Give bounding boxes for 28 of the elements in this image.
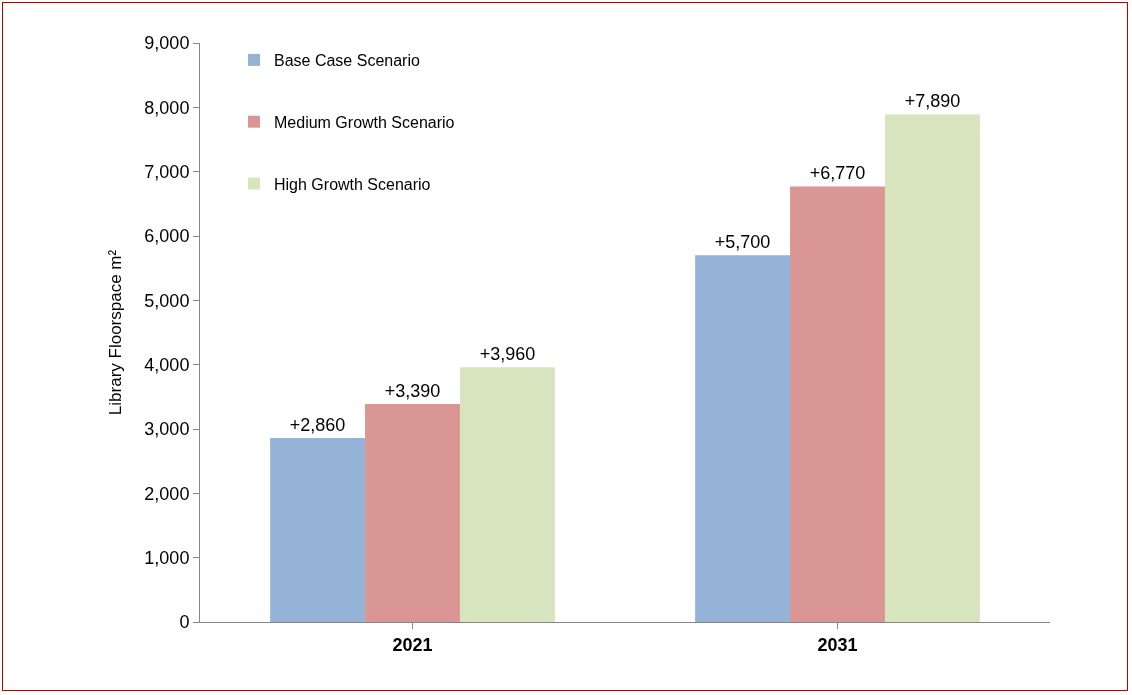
legend-label: Base Case Scenario — [274, 52, 420, 70]
data-label: +6,770 — [809, 163, 866, 184]
y-tick-label: 5,000 — [144, 290, 190, 311]
y-tick-label: 2,000 — [144, 483, 190, 504]
legend-label: Medium Growth Scenario — [274, 113, 455, 131]
y-axis-title: Library Floorspace m² — [105, 249, 125, 416]
bar — [270, 438, 366, 622]
legend-label: High Growth Scenario — [274, 175, 431, 193]
data-label: +3,960 — [479, 344, 536, 365]
data-label: +2,860 — [289, 415, 346, 436]
data-label: +5,700 — [714, 232, 771, 253]
bar — [884, 114, 980, 622]
y-tick-label: 3,000 — [144, 419, 190, 440]
y-tick-label: 8,000 — [144, 97, 190, 118]
y-tick-label: 1,000 — [144, 547, 190, 568]
y-tick-label: 7,000 — [144, 161, 190, 182]
data-label: +7,890 — [904, 91, 961, 112]
x-tick-label: 2031 — [817, 634, 858, 655]
y-tick-label: 4,000 — [144, 354, 190, 375]
y-tick-label: 9,000 — [144, 33, 190, 54]
bar — [365, 403, 460, 622]
data-label: +3,390 — [384, 380, 441, 401]
bar — [695, 255, 791, 622]
y-tick-label: 6,000 — [144, 226, 190, 247]
y-tick-label: 0 — [179, 612, 190, 633]
bar — [459, 367, 555, 622]
bar — [790, 186, 885, 622]
x-tick-label: 2021 — [392, 634, 433, 655]
